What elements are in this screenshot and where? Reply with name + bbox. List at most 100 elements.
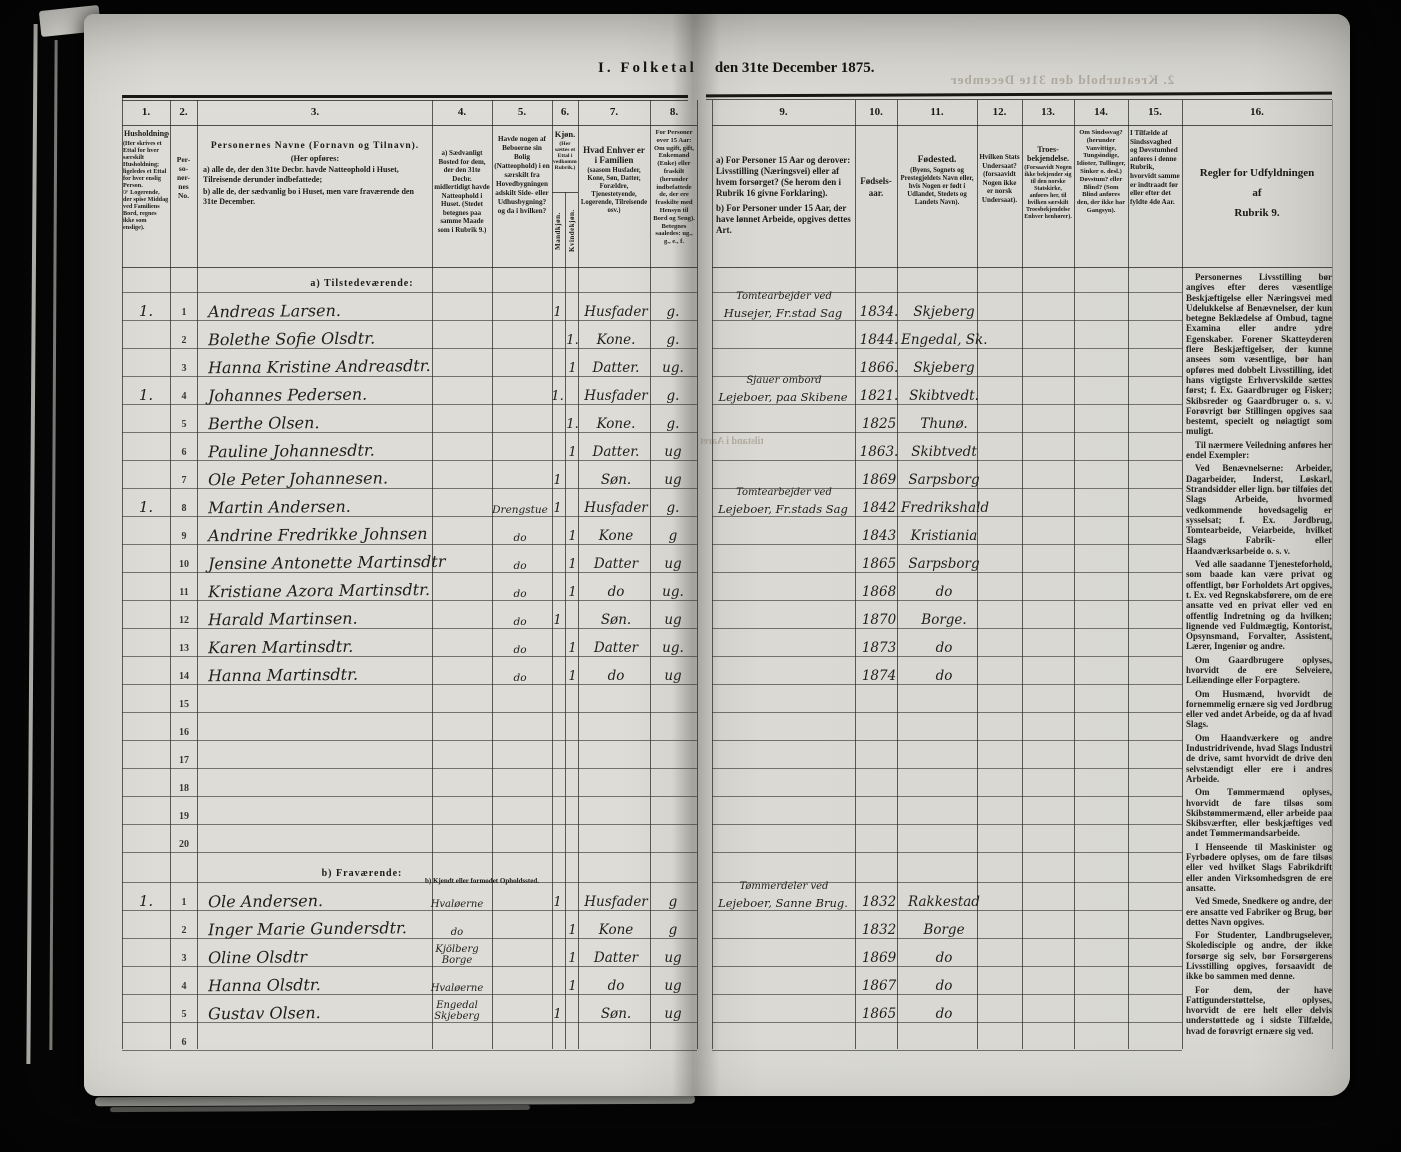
title-part-1: I. Folketal bbox=[598, 60, 697, 76]
row-line bbox=[122, 432, 697, 433]
cell-m: 1 bbox=[553, 613, 562, 628]
column-number-5: 5. bbox=[517, 106, 527, 118]
row-line bbox=[712, 852, 1182, 853]
cell-k: 1 bbox=[568, 529, 577, 544]
cell-hh: 1. bbox=[138, 498, 154, 516]
column-header-kjoen: Kjøn. (Her sættes et Ettal i vedkommende… bbox=[553, 127, 577, 266]
cell-yr: 1874 bbox=[861, 668, 897, 684]
cell-bp: Kristiania bbox=[910, 528, 978, 544]
cell-k: 1 bbox=[568, 361, 577, 376]
cell-name: Gustav Olsen. bbox=[207, 1003, 321, 1024]
row-line bbox=[122, 488, 697, 489]
cell-c4: Engedal Skjeberg bbox=[434, 1000, 480, 1022]
column-number-15: 15. bbox=[1148, 106, 1162, 118]
cell-name: Johannes Pedersen. bbox=[207, 384, 368, 406]
section-label: a) Tilstedeværende: bbox=[310, 278, 414, 289]
cell-fam: Datter bbox=[593, 556, 639, 572]
section-label: b) Fraværende: bbox=[321, 868, 403, 879]
cell-bp: Engedal, Sk. bbox=[901, 332, 988, 348]
column-number-10: 10. bbox=[869, 106, 883, 118]
row-line bbox=[122, 824, 697, 825]
cell-k: 1 bbox=[568, 641, 577, 656]
cell-no: 18 bbox=[179, 783, 189, 794]
cell-yr: 1873 bbox=[861, 640, 897, 656]
cell-no: 3 bbox=[181, 363, 187, 374]
cell-m: 1 bbox=[553, 473, 562, 488]
table-row: 1. 4 Johannes Pedersen. 1. Husfader g. Sjauer … bbox=[122, 375, 1332, 406]
cell-name: Kristiane Azora Martinsdtr. bbox=[207, 579, 431, 602]
cell-name: Andrine Fredrikke Johnsen bbox=[207, 524, 428, 546]
cell-fam: Husfader bbox=[584, 388, 648, 404]
title-part-2: den 31te December 1875. bbox=[714, 60, 875, 76]
row-line bbox=[122, 994, 697, 995]
table-row: 5 Gustav Olsen. Engedal Skjeberg 1 Søn. ug 186… bbox=[122, 995, 1332, 1023]
cell-yr: 1867 bbox=[861, 978, 897, 994]
cell-yr: 1869 bbox=[861, 950, 897, 966]
row-line bbox=[122, 376, 697, 377]
row-line bbox=[712, 684, 1182, 685]
cell-fam: Kone. bbox=[596, 416, 636, 432]
table-row: 15 bbox=[122, 685, 1332, 713]
row-line bbox=[712, 628, 1182, 629]
cell-st: ug bbox=[664, 472, 682, 488]
cell-no: 14 bbox=[179, 671, 189, 682]
column-header-livsstilling: a) For Personer 15 Aar og derover: Livss… bbox=[716, 155, 851, 235]
cell-fam: Datter. bbox=[592, 360, 640, 376]
cell-name: Pauline Johannesdtr. bbox=[207, 440, 375, 462]
kvindekjoen-label: Kvindekjøn. bbox=[568, 209, 576, 253]
column-header-personnr: Per- so- ner- nes No. bbox=[176, 155, 191, 200]
cell-yr: 1843 bbox=[861, 528, 897, 544]
cell-no: 12 bbox=[179, 615, 189, 626]
row-line bbox=[712, 404, 1182, 405]
cell-yr: 1869 bbox=[861, 472, 897, 488]
row-line bbox=[122, 348, 697, 349]
row-line bbox=[122, 404, 697, 405]
cell-fam: Kone. bbox=[596, 332, 636, 348]
column-number-13: 13. bbox=[1041, 106, 1055, 118]
cell-m: 1 bbox=[553, 305, 562, 320]
cell-name: Andreas Larsen. bbox=[207, 300, 342, 322]
row-line bbox=[122, 910, 697, 911]
cell-c5: do bbox=[513, 644, 527, 656]
row-line bbox=[122, 600, 697, 601]
cell-bp: Sarpsborg bbox=[908, 556, 980, 572]
column-header-sidebygning: Havde nogen af Beboerne sin Bolig (Natte… bbox=[494, 135, 550, 215]
column-number-3: 3. bbox=[310, 106, 320, 118]
row-line bbox=[712, 966, 1182, 967]
cell-yr: 1866. bbox=[859, 360, 899, 376]
cell-bp: do bbox=[935, 668, 953, 684]
cell-fam: Søn. bbox=[600, 472, 632, 488]
cell-c5: do bbox=[513, 588, 527, 600]
table-row: 1. 1 Andreas Larsen. 1 Husfader g. Tomtearbejd… bbox=[122, 291, 1332, 322]
cell-name: Ole Andersen. bbox=[207, 891, 324, 912]
page-stack-bottom bbox=[94, 1094, 696, 1107]
cell-occ: Lejeboer, Sanne Brug. bbox=[718, 896, 848, 910]
cell-k: 1 bbox=[568, 585, 577, 600]
cell-yr: 1865 bbox=[861, 1006, 897, 1022]
row-line bbox=[122, 544, 697, 545]
cell-c5: Drengstue bbox=[492, 504, 548, 516]
cell-no: 16 bbox=[179, 727, 189, 738]
cell-no: 5 bbox=[181, 419, 187, 430]
column-number-9: 9. bbox=[779, 106, 788, 118]
row-line bbox=[712, 656, 1182, 657]
table-row: 20 bbox=[122, 825, 1332, 853]
cell-k: 1 bbox=[568, 979, 577, 994]
row-line bbox=[122, 938, 697, 939]
cell-name: Berthe Olsen. bbox=[207, 413, 320, 434]
row-line bbox=[712, 796, 1182, 797]
row-line bbox=[122, 516, 697, 517]
column-number-12: 12. bbox=[992, 106, 1007, 118]
cell-yr: 1865 bbox=[861, 556, 897, 572]
cell-fam: Datter. bbox=[592, 444, 640, 460]
cell-st: ug bbox=[664, 1006, 682, 1022]
cell-fam: Datter bbox=[593, 950, 639, 966]
row-line bbox=[122, 292, 697, 293]
cell-k: 1. bbox=[566, 417, 579, 432]
column-header-familie: Hvad Enhver er i Familien (saasom Husfad… bbox=[580, 145, 648, 214]
cell-fam: Søn. bbox=[600, 612, 632, 628]
row-line bbox=[712, 348, 1182, 349]
cell-no: 20 bbox=[179, 839, 189, 850]
cell-st: g. bbox=[666, 388, 680, 404]
